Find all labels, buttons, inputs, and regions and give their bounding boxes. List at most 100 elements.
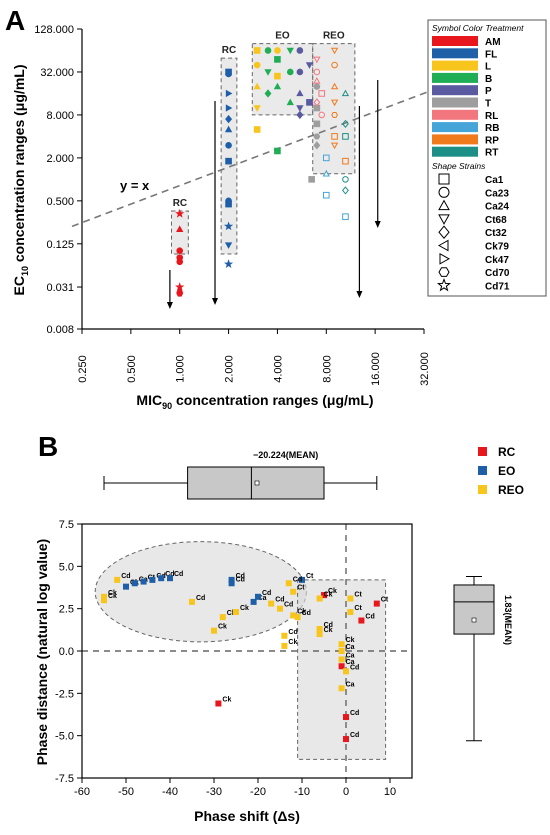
legend-strain-label: Ct32 — [485, 228, 507, 239]
y-tick-label: 8.000 — [46, 110, 74, 122]
arrow-head — [374, 221, 381, 228]
group-box — [220, 57, 238, 255]
point — [290, 612, 297, 619]
point-label: Ct — [354, 592, 362, 599]
point — [176, 258, 184, 266]
legend-swatch — [432, 146, 478, 157]
point-label: Ck — [297, 608, 306, 615]
y-tick-label: 0.031 — [46, 282, 74, 294]
panel-b: BRCEOREO−20.224(MEAN)CkCkCdCtCdCdCaCkCaC… — [34, 431, 524, 824]
legend-shape-icon — [439, 252, 451, 265]
point — [228, 580, 235, 587]
point — [330, 82, 339, 90]
arrow-head — [356, 291, 363, 298]
y-axis-title: Phase distance (natural log value) — [34, 539, 50, 765]
eo-region — [94, 541, 307, 643]
point-label: Ck — [346, 637, 355, 644]
point — [294, 614, 301, 621]
legend-treatment-label: P — [485, 86, 492, 97]
point-label: Ck — [328, 588, 337, 595]
legend-swatch — [432, 60, 478, 71]
point — [253, 47, 261, 54]
point — [296, 47, 304, 54]
x-tick-label: -20 — [250, 786, 266, 798]
point — [253, 105, 261, 112]
point — [313, 68, 321, 76]
point — [224, 242, 233, 249]
point-label: Ca — [346, 681, 355, 688]
point — [331, 111, 338, 118]
arrow-head — [212, 298, 219, 305]
point — [296, 68, 304, 76]
point — [296, 110, 304, 120]
point — [224, 125, 233, 133]
legend-shape-icon — [436, 277, 452, 292]
legend-strain-label: Ck79 — [485, 242, 509, 253]
legend-shape-icon — [438, 214, 450, 225]
point-label: Ca — [346, 644, 355, 651]
point — [211, 627, 217, 634]
point-label: Ck — [222, 696, 231, 703]
point-label: Ct — [297, 585, 305, 592]
point — [131, 580, 138, 587]
point — [274, 47, 281, 54]
point — [176, 247, 184, 255]
y-tick-label: -2.5 — [55, 688, 74, 700]
point-label: Ca — [346, 652, 355, 659]
point — [167, 575, 173, 582]
y-tick-label: 5.0 — [59, 561, 74, 573]
legend-treatment-label: RL — [485, 111, 498, 122]
point — [313, 56, 321, 64]
y-tick-label: 0.500 — [46, 196, 74, 208]
point — [225, 104, 233, 112]
legend-treatment-label: AM — [485, 37, 501, 48]
point — [342, 176, 349, 183]
x-tick-label: 32.000 — [419, 352, 431, 386]
legend-swatch — [432, 36, 478, 46]
point-label: Cd — [365, 614, 374, 621]
point — [331, 133, 338, 140]
group-label: RC — [173, 198, 187, 209]
y-tick-label: -5.0 — [55, 731, 74, 743]
point — [321, 592, 327, 599]
x-tick-label: 0.250 — [77, 355, 89, 383]
legend-swatch — [432, 109, 478, 120]
point — [175, 208, 185, 218]
legend-strain-label: Ca24 — [485, 202, 509, 213]
x-tick-label: -60 — [74, 786, 90, 798]
point-label: Cd — [324, 622, 333, 629]
point — [286, 47, 294, 55]
point — [316, 625, 323, 632]
point — [373, 600, 380, 607]
point — [225, 114, 233, 124]
identity-line-label: y = x — [120, 178, 150, 193]
point — [274, 72, 281, 80]
y-tick-label: 2.000 — [46, 153, 74, 165]
legend-strain-label: Cd71 — [485, 281, 510, 292]
point — [342, 157, 349, 165]
legend-shape-title: Shape Strains — [432, 161, 486, 171]
legend-swatch — [478, 485, 487, 494]
point — [225, 157, 232, 165]
point — [342, 119, 349, 128]
point — [224, 259, 234, 268]
point-label: Cd — [236, 573, 245, 580]
point-label: Ck — [288, 639, 297, 646]
x-tick-label: 0 — [343, 786, 349, 798]
point — [338, 648, 345, 654]
point — [313, 133, 321, 140]
point — [123, 583, 129, 590]
legend-swatch — [478, 447, 487, 456]
x-tick-label: 10 — [384, 786, 396, 798]
point — [250, 598, 257, 605]
point — [281, 632, 288, 639]
point-label: Cd — [302, 610, 311, 617]
point-label: Ck — [324, 592, 333, 599]
point — [296, 105, 304, 112]
point-label: Ca — [258, 595, 267, 602]
point-label: Cd — [350, 732, 359, 739]
point — [313, 83, 321, 90]
point — [228, 576, 235, 583]
point — [225, 200, 232, 208]
